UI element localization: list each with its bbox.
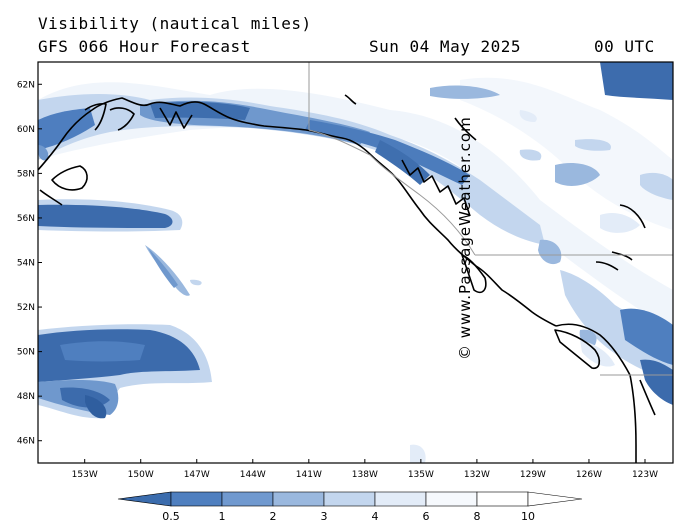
colorbar-tick-label: 1 bbox=[219, 510, 226, 523]
lon-tick-label: 141W bbox=[296, 470, 322, 480]
lat-tick-label: 62N bbox=[17, 80, 35, 90]
colorbar-tick-label: 0.5 bbox=[162, 510, 180, 523]
lat-tick-label: 58N bbox=[17, 169, 35, 179]
forecast-date: Sun 04 May 2025 bbox=[369, 37, 521, 56]
lat-tick-label: 48N bbox=[17, 392, 35, 402]
lon-tick-label: 135W bbox=[408, 470, 434, 480]
colorbar-arrow-low bbox=[117, 491, 172, 507]
lat-tick-label: 50N bbox=[17, 348, 35, 358]
lat-tick-label: 56N bbox=[17, 214, 35, 224]
colorbar-segment bbox=[221, 491, 274, 507]
watermark: © www.PassageWeather.com bbox=[456, 116, 475, 360]
colorbar-tick-label: 3 bbox=[321, 510, 328, 523]
lon-tick-label: 123W bbox=[632, 470, 658, 480]
lon-tick-label: 132W bbox=[464, 470, 490, 480]
lon-tick-label: 144W bbox=[240, 470, 266, 480]
colorbar-segment bbox=[170, 491, 223, 507]
colorbar-arrow-high bbox=[527, 491, 583, 507]
colorbar-segment bbox=[425, 491, 478, 507]
longitude-axis: 153W 150W 147W 144W 141W 138W 135W 132W 129W 126W… bbox=[72, 459, 658, 480]
colorbar-tick-label: 6 bbox=[423, 510, 430, 523]
lon-tick-label: 129W bbox=[520, 470, 546, 480]
visibility-colorbar: 0.5 1 2 3 4 6 8 10 bbox=[117, 491, 583, 523]
coastline bbox=[38, 94, 656, 463]
lon-tick-label: 150W bbox=[128, 470, 154, 480]
lon-tick-label: 147W bbox=[184, 470, 210, 480]
colorbar-tick-label: 2 bbox=[270, 510, 277, 523]
visibility-field bbox=[38, 62, 673, 463]
colorbar-tick-label: 4 bbox=[372, 510, 379, 523]
colorbar-segment bbox=[323, 491, 376, 507]
lat-tick-label: 54N bbox=[17, 259, 35, 269]
forecast-subtitle: GFS 066 Hour Forecast bbox=[38, 37, 251, 56]
lat-tick-label: 46N bbox=[17, 437, 35, 447]
colorbar-segment bbox=[374, 491, 427, 507]
colorbar-tick-label: 8 bbox=[474, 510, 481, 523]
colorbar-tick-label: 10 bbox=[521, 510, 535, 523]
lon-tick-label: 153W bbox=[72, 470, 98, 480]
colorbar-segment bbox=[476, 491, 529, 507]
lon-tick-label: 126W bbox=[576, 470, 602, 480]
political-borders bbox=[308, 62, 673, 376]
forecast-time: 00 UTC bbox=[594, 37, 655, 56]
colorbar-segment bbox=[272, 491, 325, 507]
lat-tick-label: 60N bbox=[17, 125, 35, 135]
latitude-axis: 62N 60N 58N 56N 54N 52N 50N 48N 46N bbox=[17, 80, 42, 447]
lon-tick-label: 138W bbox=[352, 470, 378, 480]
map-title: Visibility (nautical miles) bbox=[38, 14, 312, 33]
lat-tick-label: 52N bbox=[17, 303, 35, 313]
